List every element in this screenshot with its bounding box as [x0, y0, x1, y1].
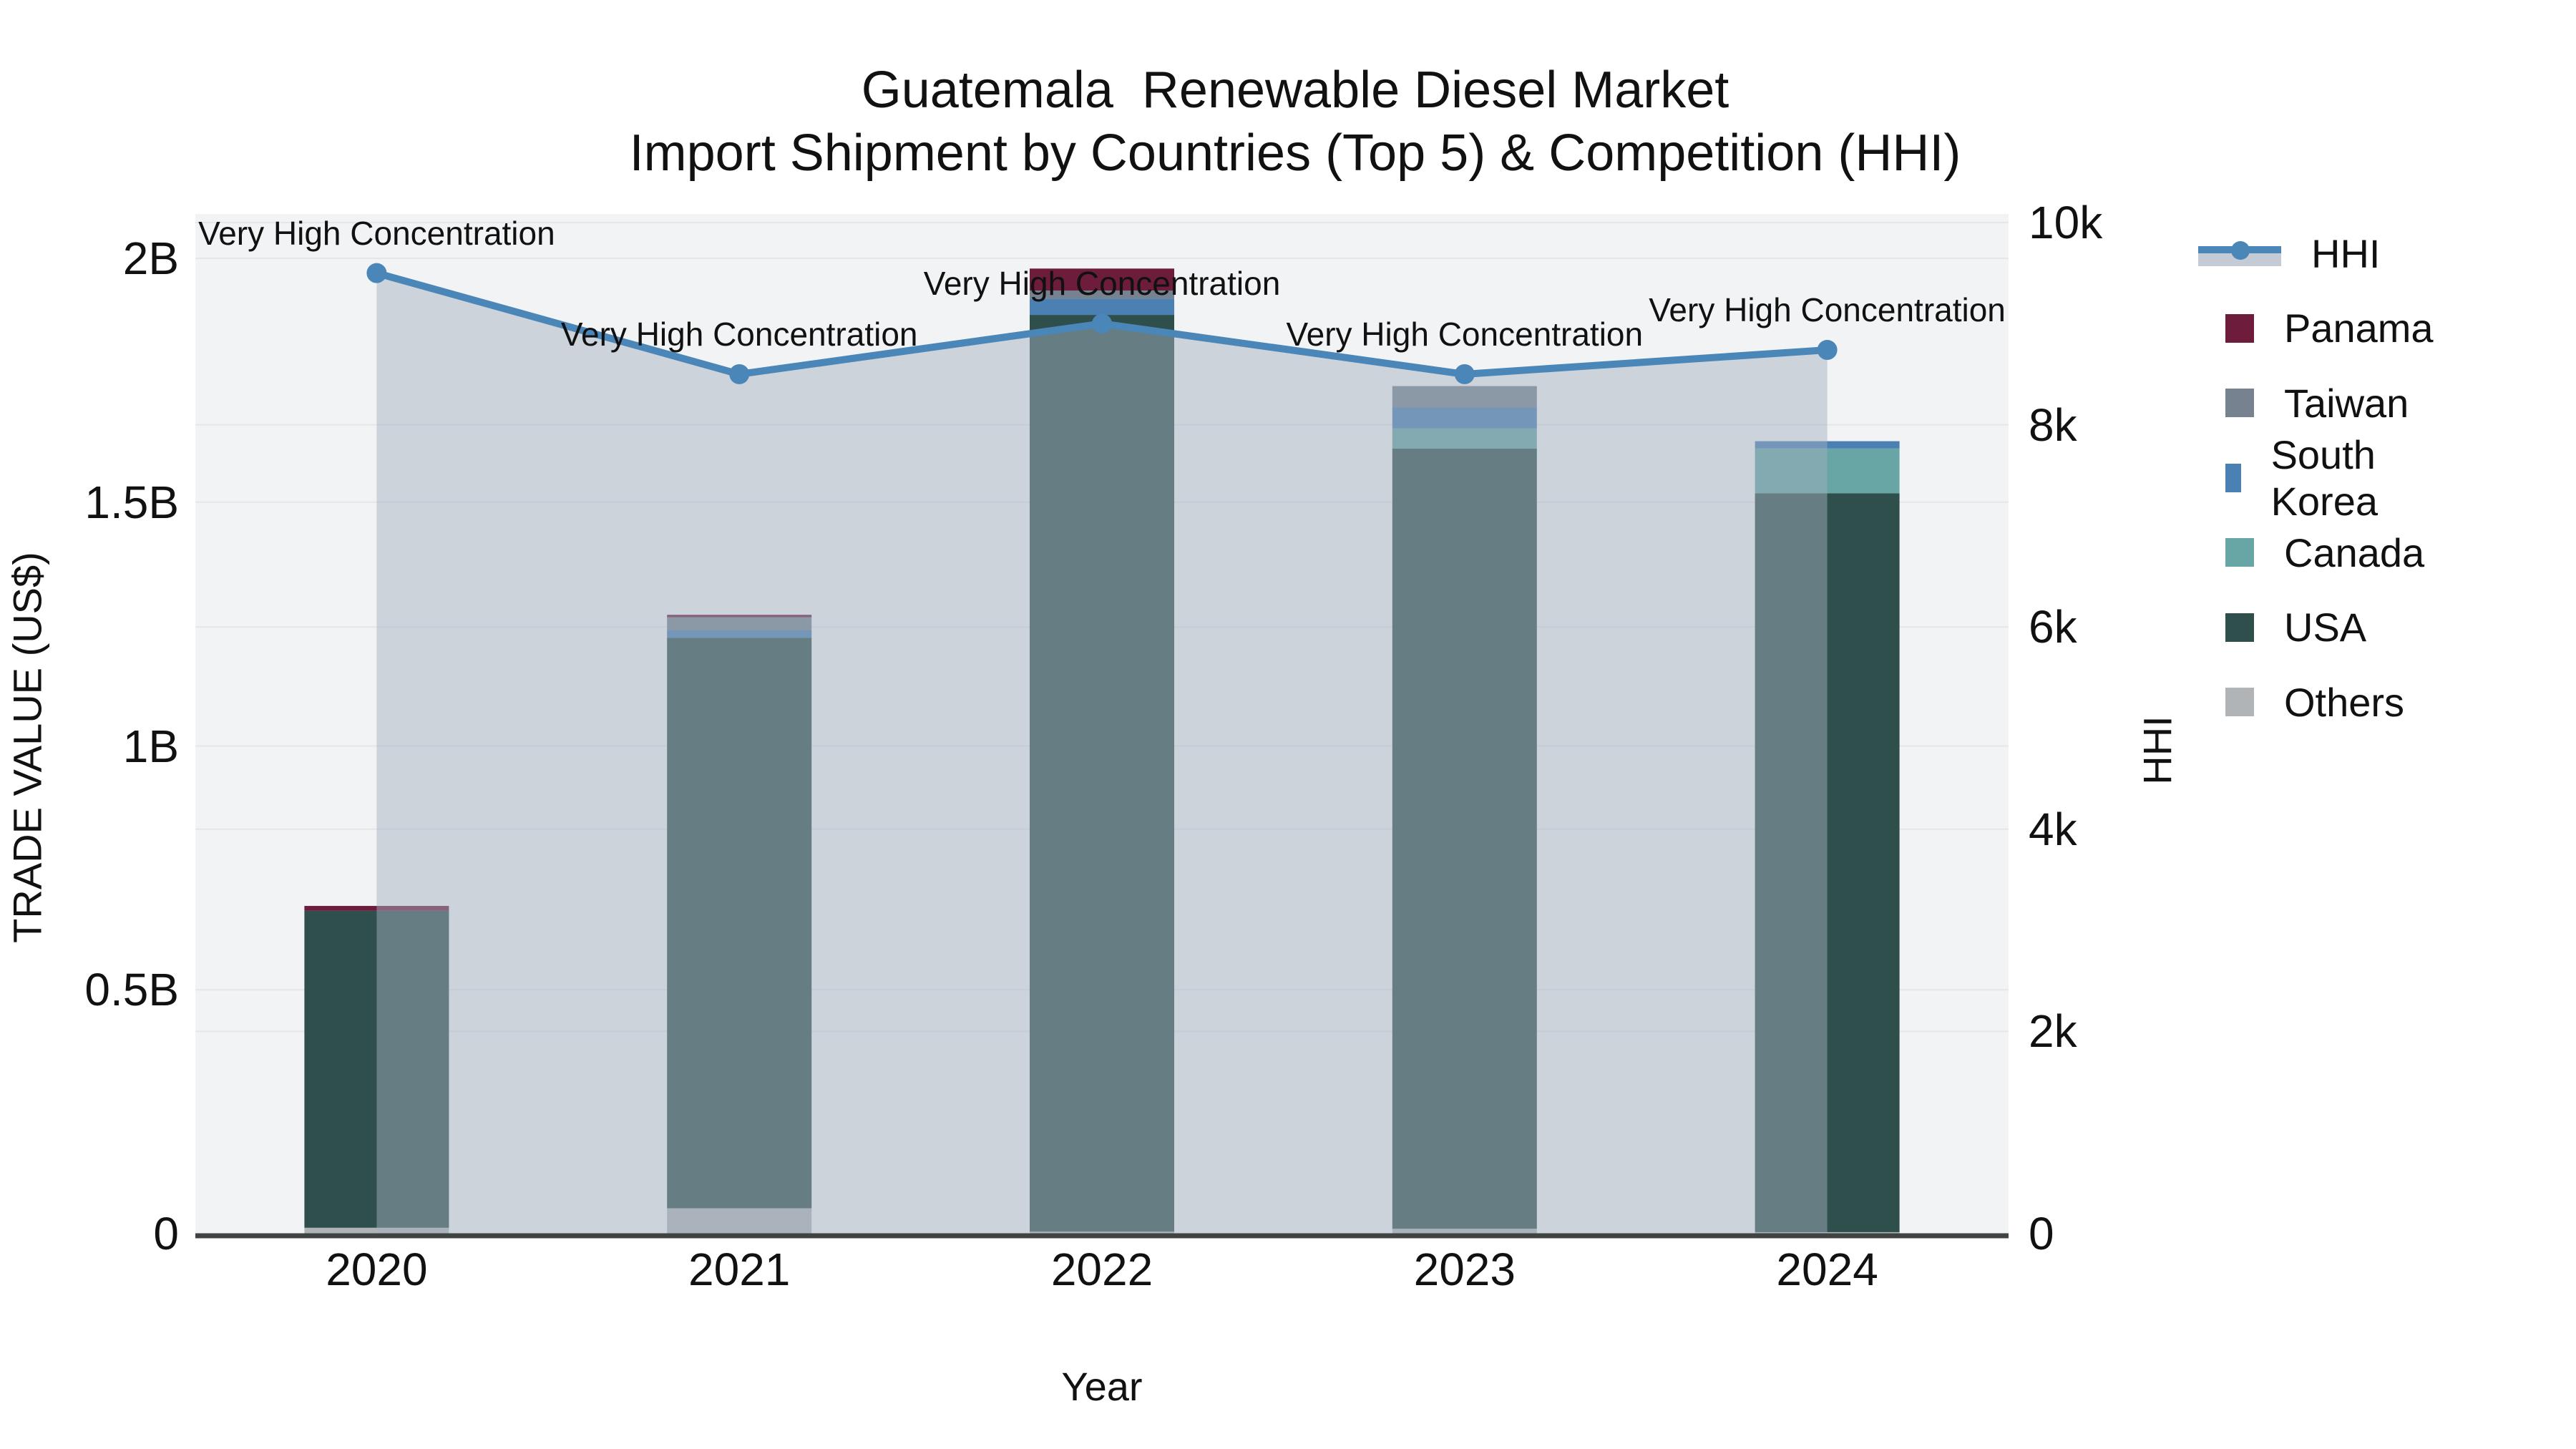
bar-segment-others-2021[interactable] [667, 1208, 812, 1234]
y-left-tick-0.5B: 0.5B [84, 964, 179, 1016]
x-tick-2024: 2024 [1776, 1244, 1878, 1295]
annotation-2022: Very High Concentration [923, 265, 1281, 303]
legend-label-south-korea: South Korea [2270, 431, 2378, 524]
bar-segment-taiwan-2022[interactable] [1030, 290, 1174, 299]
bar-segment-south-korea-2023[interactable] [1392, 407, 1537, 429]
bar-segment-others-2020[interactable] [304, 1227, 449, 1234]
bar-segment-taiwan-2021[interactable] [667, 617, 812, 630]
bar-segment-usa-2020[interactable] [304, 910, 449, 1228]
x-tick-2020: 2020 [326, 1244, 428, 1295]
legend-hhi-line-sample [2198, 238, 2281, 269]
legend-label-canada: Canada [2284, 530, 2425, 575]
legend-swatch-others [2225, 688, 2254, 716]
bar-segment-south-korea-2024[interactable] [1755, 441, 1900, 449]
bar-segment-canada-2023[interactable] [1392, 428, 1537, 449]
annotation-2020: Very High Concentration [198, 214, 555, 252]
bar-segment-panama-2021[interactable] [667, 615, 812, 618]
chart-subtitle: Import Shipment by Countries (Top 5) & C… [629, 125, 1961, 182]
y-left-tick-2B: 2B [122, 233, 179, 284]
legend-swatch-panama [2225, 313, 2254, 343]
bar-segment-panama-2022[interactable] [1030, 268, 1174, 291]
legend-swatch-south-korea [2225, 463, 2241, 492]
legend-swatch-canada [2225, 538, 2254, 567]
x-axis-title: Year [1061, 1364, 1143, 1409]
y-right-tick-8k: 8k [2029, 399, 2077, 451]
hhi-marker-2022[interactable] [1092, 313, 1112, 334]
annotation-2021: Very High Concentration [560, 315, 918, 353]
hhi-marker-2020[interactable] [366, 263, 387, 283]
x-tick-2023: 2023 [1413, 1244, 1516, 1295]
bar-segment-others-2022[interactable] [1030, 1231, 1174, 1234]
y-left-tick-0: 0 [153, 1208, 179, 1259]
legend-hhi-area-swatch [2198, 253, 2281, 266]
bar-segment-usa-2024[interactable] [1755, 493, 1900, 1232]
legend-item-taiwan[interactable]: Taiwan [2198, 366, 2409, 440]
legend-item-others[interactable]: Others [2198, 665, 2404, 739]
legend-label-hhi: HHI [2311, 230, 2381, 276]
legend-label-taiwan: Taiwan [2284, 380, 2409, 426]
legend-label-panama: Panama [2284, 306, 2434, 351]
y-right-tick-10k: 10k [2029, 197, 2103, 248]
chart-title-block: Guatemala Renewable Diesel Market Import… [0, 59, 2576, 185]
legend-swatch-taiwan [2225, 389, 2254, 417]
y-right-tick-2k: 2k [2029, 1005, 2077, 1058]
y-left-tick-1.5B: 1.5B [84, 476, 179, 528]
y-right-tick-4k: 4k [2029, 803, 2077, 855]
legend-label-usa: USA [2284, 605, 2367, 650]
bar-segment-south-korea-2021[interactable] [667, 630, 812, 638]
hhi-area-fill [376, 273, 1828, 1234]
hhi-marker-2023[interactable] [1454, 364, 1475, 384]
legend-label-others: Others [2284, 679, 2405, 725]
x-tick-2021: 2021 [688, 1244, 791, 1295]
legend-item-canada[interactable]: Canada [2198, 515, 2424, 590]
annotation-2023: Very High Concentration [1286, 315, 1644, 353]
chart-title: Guatemala Renewable Diesel Market [861, 62, 1729, 119]
legend-item-panama[interactable]: Panama [2198, 291, 2434, 366]
legend-item-hhi[interactable]: HHI [2198, 216, 2380, 291]
legend-hhi-marker-dot [2231, 241, 2250, 260]
bar-segment-others-2024[interactable] [1755, 1231, 1900, 1234]
y-left-tick-1B: 1B [122, 720, 179, 772]
bar-segment-panama-2020[interactable] [304, 906, 449, 911]
legend-item-usa[interactable]: USA [2198, 590, 2366, 665]
bar-segment-taiwan-2023[interactable] [1392, 386, 1537, 408]
bar-segment-others-2023[interactable] [1392, 1229, 1537, 1234]
y-right-tick-0: 0 [2029, 1208, 2054, 1259]
x-tick-2022: 2022 [1050, 1244, 1153, 1295]
y-right-tick-6k: 6k [2029, 601, 2077, 653]
bar-segment-usa-2023[interactable] [1392, 448, 1537, 1229]
hhi-marker-2024[interactable] [1817, 340, 1838, 361]
legend-swatch-usa [2225, 613, 2254, 642]
legend-item-south-korea[interactable]: South Korea [2198, 432, 2391, 524]
bar-segment-south-korea-2022[interactable] [1030, 298, 1174, 316]
bar-segment-canada-2024[interactable] [1755, 448, 1900, 494]
annotation-2024: Very High Concentration [1649, 291, 2006, 329]
bar-segment-usa-2021[interactable] [667, 638, 812, 1209]
bar-segment-usa-2022[interactable] [1030, 315, 1174, 1232]
hhi-marker-2021[interactable] [729, 364, 750, 384]
